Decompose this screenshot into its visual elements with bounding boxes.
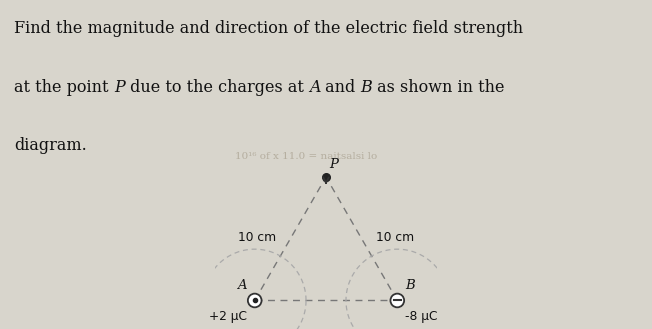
Text: A: A (237, 279, 247, 292)
Text: Find the magnitude and direction of the electric field strength: Find the magnitude and direction of the … (14, 20, 524, 37)
Text: P: P (114, 79, 125, 96)
Circle shape (391, 294, 404, 307)
Text: +2 μC: +2 μC (209, 310, 247, 323)
Text: as shown in the: as shown in the (372, 79, 505, 96)
Text: at the point: at the point (14, 79, 114, 96)
Text: B: B (361, 79, 372, 96)
Text: diagram.: diagram. (14, 137, 87, 154)
Text: 10 cm: 10 cm (238, 231, 276, 244)
Text: P: P (329, 158, 338, 171)
Text: 10 cm: 10 cm (376, 231, 414, 244)
Circle shape (248, 294, 261, 307)
Text: A: A (308, 79, 320, 96)
Text: due to the charges at: due to the charges at (125, 79, 308, 96)
Text: B: B (405, 279, 415, 292)
Text: and: and (320, 79, 361, 96)
Text: 10¹⁶ of x 11.0 = naitsalsi lo: 10¹⁶ of x 11.0 = naitsalsi lo (235, 152, 377, 161)
Text: -8 μC: -8 μC (405, 310, 437, 323)
